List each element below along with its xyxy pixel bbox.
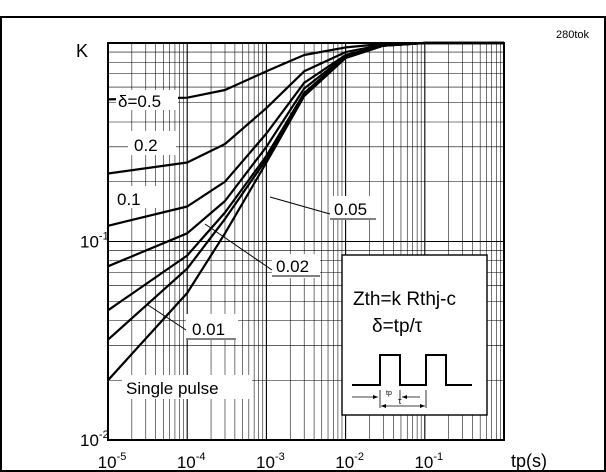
figure-code: 280tok [556,29,590,41]
label-bg-d05 [116,90,178,110]
leader-0.02 [204,223,273,271]
series-line-6 [107,41,504,381]
x-axis-label-tp: tp(s) [511,451,547,471]
label-bg-d002 [272,254,320,278]
x-tick-label-4: 10-1 [414,451,443,472]
leader-0.01 [147,304,187,331]
x-tick-labels: 10-5 10-4 10-3 10-2 10-1 [98,451,444,472]
label-bg-d01 [114,186,156,208]
y-tick-label-0: 10-2 [80,429,109,450]
x-tick-label-1: 10-4 [177,451,206,472]
series-label-single-pulse: Single pulse [126,379,219,398]
y-axis-label-k: K [76,41,88,61]
label-bg-single [122,375,252,399]
label-bg-d001 [186,314,238,340]
series-group [107,41,504,381]
leader-0.05 [269,196,331,215]
label-bg-d005 [330,196,376,220]
series-label-005: 0.05 [334,200,367,219]
pulse-waveform-diagram: tp τ [352,354,472,408]
pulse-tp-label: tp [386,390,392,397]
pulse-tau-label: τ [398,396,402,406]
x-tick-label-3: 10-2 [335,451,364,472]
label-bg-d02 [128,131,176,155]
x-tick-label-2: 10-3 [256,451,285,472]
chart-frame [0,16,606,472]
formula-duty-cycle: δ=tp/τ [372,316,423,337]
formula-zth: Zth=k Rthj-c [353,289,456,310]
series-label-001: 0.01 [192,320,225,339]
x-tick-label-0: 10-5 [98,451,127,472]
y-tick-labels: 10-2 10-1 [80,231,109,451]
series-label-002: 0.02 [276,257,309,276]
series-label-02: 0.2 [134,136,158,155]
formula-box [341,254,488,416]
plot-border [107,42,505,441]
series-label-01: 0.1 [117,190,141,209]
y-tick-label-1: 10-1 [80,231,109,252]
series-label-delta-05: δ=0.5 [118,92,161,111]
